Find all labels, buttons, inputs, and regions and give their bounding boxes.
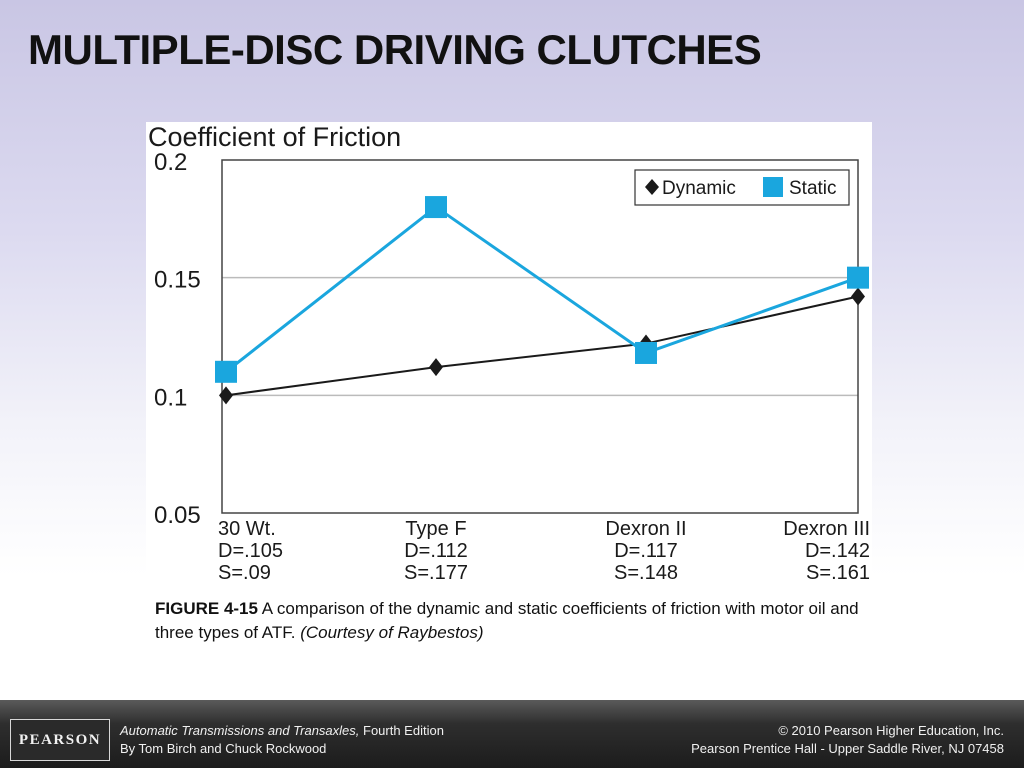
x-value-label: S=.148 xyxy=(614,562,678,584)
x-value-label: S=.177 xyxy=(404,562,468,584)
plot-frame xyxy=(221,159,859,514)
chart-gridlines xyxy=(222,276,858,397)
static-point xyxy=(425,196,447,219)
y-tick-label: 0.05 xyxy=(154,502,201,529)
x-value-label: D=.105 xyxy=(218,540,283,562)
static-point xyxy=(215,360,237,383)
slide-footer: PEARSON Automatic Transmissions and Tran… xyxy=(0,700,1024,768)
figure-courtesy: (Courtesy of Raybestos) xyxy=(300,623,484,642)
dynamic-point xyxy=(219,386,233,405)
slide-title: MULTIPLE-DISC DRIVING CLUTCHES xyxy=(28,26,762,73)
static-point xyxy=(635,341,657,364)
book-title: Automatic Transmissions and Transaxles, xyxy=(120,723,360,738)
pearson-logo: PEARSON xyxy=(10,719,110,761)
legend-static-marker-icon xyxy=(763,177,783,197)
copyright-text: © 2010 Pearson Higher Education, Inc. xyxy=(778,723,1004,738)
static-point xyxy=(847,266,869,289)
dynamic-point xyxy=(851,287,865,306)
chart-canvas: Coefficient of Friction 0.2 0.15 0.1 0.05 3… xyxy=(148,122,870,584)
chart-title: Coefficient of Friction xyxy=(148,122,401,152)
series-line-static xyxy=(225,205,859,373)
x-value-label: D=.117 xyxy=(614,540,678,562)
dynamic-point xyxy=(429,358,443,377)
x-category-label: 30 Wt. xyxy=(218,518,276,540)
legend-static-label: Static xyxy=(789,178,837,199)
figure-caption-text: A comparison of the dynamic and static c… xyxy=(155,599,859,642)
footer-book-info: Automatic Transmissions and Transaxles, … xyxy=(120,722,444,758)
figure-caption: FIGURE 4-15 A comparison of the dynamic … xyxy=(155,597,875,645)
y-tick-label: 0.2 xyxy=(154,149,187,176)
x-category-label: Dexron III xyxy=(783,518,870,540)
x-value-label: D=.112 xyxy=(404,540,468,562)
y-tick-label: 0.1 xyxy=(154,384,187,411)
x-value-label: S=.161 xyxy=(806,562,870,584)
series-line-dynamic xyxy=(225,295,859,397)
chart-legend: Dynamic Static xyxy=(634,169,850,206)
series-layer xyxy=(215,196,869,405)
y-axis-ticks: 0.2 0.15 0.1 0.05 xyxy=(154,149,201,529)
legend-dynamic-label: Dynamic xyxy=(662,178,736,199)
x-category-label: Type F xyxy=(405,518,466,540)
footer-publisher-info: © 2010 Pearson Higher Education, Inc. Pe… xyxy=(691,722,1004,758)
book-authors: By Tom Birch and Chuck Rockwood xyxy=(120,741,327,756)
y-tick-label: 0.15 xyxy=(154,267,201,294)
book-edition: Fourth Edition xyxy=(359,723,444,738)
legend-box xyxy=(634,169,850,206)
x-category-label: Dexron II xyxy=(605,518,686,540)
figure-label: FIGURE 4-15 xyxy=(155,599,258,618)
friction-chart: Coefficient of Friction 0.2 0.15 0.1 0.05 3… xyxy=(146,122,872,584)
legend-dynamic-marker-icon xyxy=(645,179,659,195)
pearson-logo-text: PEARSON xyxy=(18,731,102,748)
x-value-label: S=.09 xyxy=(218,562,271,584)
x-value-label: D=.142 xyxy=(805,540,870,562)
publisher-text: Pearson Prentice Hall - Upper Saddle Riv… xyxy=(691,741,1004,756)
